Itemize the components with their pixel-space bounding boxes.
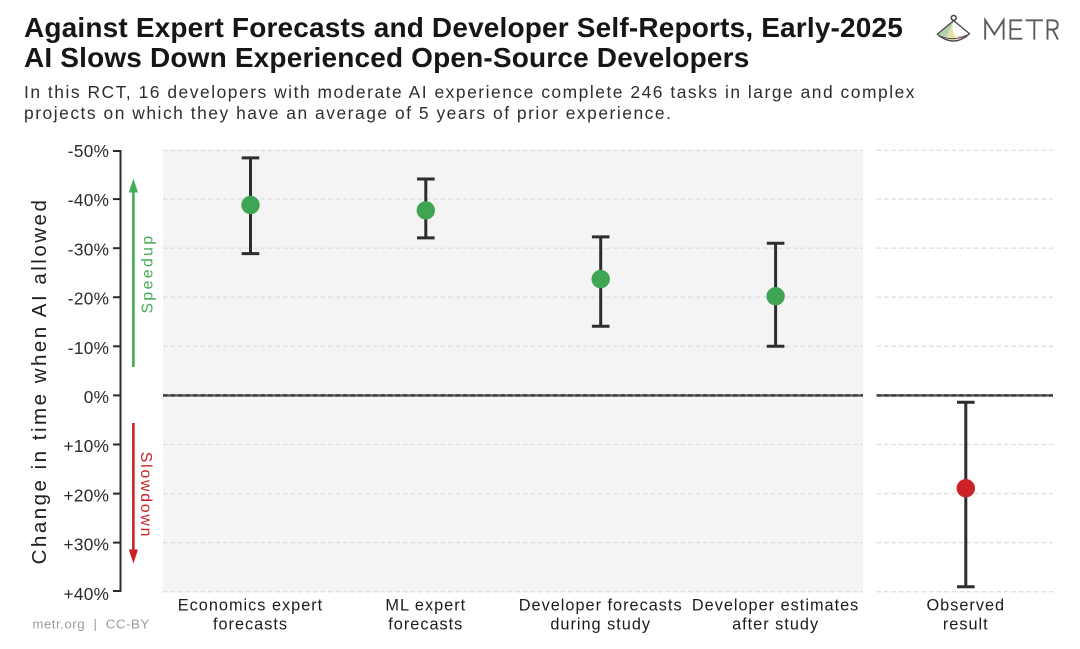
svg-text:Change in time when AI allowed: Change in time when AI allowed [28,198,51,565]
svg-text:result: result [943,616,989,634]
svg-text:+20%: +20% [63,485,109,505]
svg-text:Speedup: Speedup [140,233,157,313]
svg-text:Developer estimates: Developer estimates [692,597,859,615]
svg-text:0%: 0% [84,387,110,407]
svg-text:-30%: -30% [68,239,110,259]
svg-text:-10%: -10% [68,338,110,358]
svg-text:+30%: +30% [63,535,109,555]
svg-text:metr.org | CC-BY: metr.org | CC-BY [32,617,149,632]
svg-text:Developer forecasts: Developer forecasts [519,597,683,615]
svg-text:+10%: +10% [63,436,109,456]
svg-text:during study: during study [550,616,651,634]
svg-text:-50%: -50% [68,141,110,161]
svg-text:after study: after study [732,616,819,634]
svg-text:forecasts: forecasts [388,616,463,634]
svg-text:Economics expert: Economics expert [178,597,323,615]
svg-text:Slowdown: Slowdown [137,452,154,538]
svg-text:-20%: -20% [68,289,110,309]
svg-text:ML expert: ML expert [385,597,466,615]
svg-text:+40%: +40% [63,584,109,604]
svg-text:forecasts: forecasts [213,616,288,634]
svg-text:-40%: -40% [68,190,110,210]
svg-text:Observed: Observed [927,597,1006,615]
